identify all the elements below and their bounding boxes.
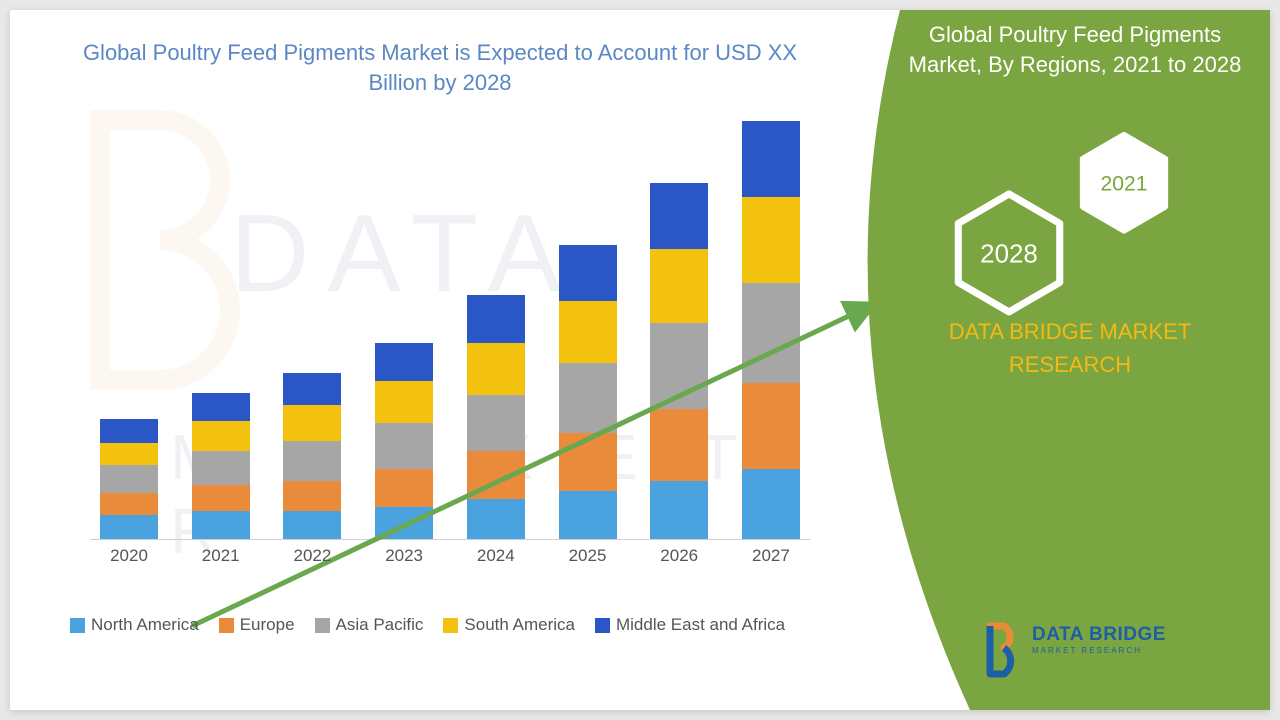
- bar-2020: [100, 419, 158, 539]
- x-label: 2023: [375, 540, 433, 570]
- bar-2021: [192, 393, 250, 539]
- bar-segment: [467, 451, 525, 499]
- legend-label: Europe: [240, 615, 295, 635]
- legend-item: Europe: [219, 615, 295, 635]
- x-label: 2026: [650, 540, 708, 570]
- legend-item: North America: [70, 615, 199, 635]
- right-panel-title: Global Poultry Feed Pigments Market, By …: [900, 20, 1250, 79]
- bar-segment: [650, 249, 708, 323]
- bar-segment: [375, 381, 433, 423]
- hexagon-2021: 2021: [1076, 130, 1172, 236]
- bar-segment: [742, 383, 800, 469]
- x-label: 2021: [192, 540, 250, 570]
- legend-swatch: [315, 618, 330, 633]
- x-label: 2024: [467, 540, 525, 570]
- bar-segment: [742, 283, 800, 383]
- bar-segment: [650, 323, 708, 409]
- legend-swatch: [219, 618, 234, 633]
- bar-2022: [283, 373, 341, 539]
- legend-item: South America: [443, 615, 575, 635]
- bar-segment: [467, 395, 525, 451]
- bar-2025: [559, 245, 617, 539]
- legend-swatch: [595, 618, 610, 633]
- bar-segment: [742, 197, 800, 283]
- legend-label: North America: [91, 615, 199, 635]
- bar-segment: [100, 465, 158, 493]
- bar-segment: [742, 121, 800, 197]
- svg-text:2021: 2021: [1101, 172, 1148, 195]
- bar-segment: [467, 343, 525, 395]
- x-axis: 2020 2021 2022 2023 2024 2025 2026 2027: [90, 540, 810, 570]
- x-label: 2027: [742, 540, 800, 570]
- bar-2026: [650, 183, 708, 539]
- bar-segment: [283, 405, 341, 441]
- bar-segment: [375, 469, 433, 507]
- legend-label: Middle East and Africa: [616, 615, 785, 635]
- bar-segment: [559, 491, 617, 539]
- bar-segment: [100, 515, 158, 539]
- bar-segment: [559, 363, 617, 433]
- bar-segment: [467, 499, 525, 539]
- legend-swatch: [70, 618, 85, 633]
- chart-title: Global Poultry Feed Pigments Market is E…: [70, 38, 810, 97]
- bar-2027: [742, 121, 800, 539]
- chart-area: 2020 2021 2022 2023 2024 2025 2026 2027: [90, 150, 810, 570]
- legend-item: Middle East and Africa: [595, 615, 785, 635]
- bar-segment: [559, 301, 617, 363]
- bar-segment: [742, 469, 800, 539]
- bar-segment: [283, 373, 341, 405]
- bar-2023: [375, 343, 433, 539]
- brand-text: DATA BRIDGE MARKET RESEARCH: [900, 315, 1240, 381]
- bar-2024: [467, 295, 525, 539]
- x-label: 2022: [283, 540, 341, 570]
- bar-segment: [100, 443, 158, 465]
- bar-segment: [375, 507, 433, 539]
- brand-logo-icon: [980, 620, 1030, 680]
- legend-label: South America: [464, 615, 575, 635]
- chart-plot: [90, 150, 810, 540]
- bar-segment: [283, 441, 341, 481]
- brand-logo-sub: MARKET RESEARCH: [1032, 646, 1142, 655]
- bar-segment: [650, 183, 708, 249]
- brand-logo-main: DATA BRIDGE: [1032, 624, 1166, 646]
- bar-segment: [375, 423, 433, 469]
- legend: North America Europe Asia Pacific South Ame…: [70, 615, 830, 635]
- bar-segment: [375, 343, 433, 381]
- bar-segment: [283, 481, 341, 511]
- bar-segment: [467, 295, 525, 343]
- bar-segment: [650, 481, 708, 539]
- brand-logo: DATA BRIDGE MARKET RESEARCH: [980, 616, 1200, 686]
- bar-segment: [192, 421, 250, 451]
- right-panel: Global Poultry Feed Pigments Market, By …: [840, 10, 1270, 710]
- legend-item: Asia Pacific: [315, 615, 424, 635]
- canvas: DATA M A R K E T R Global Poultry Feed P…: [10, 10, 1270, 710]
- legend-label: Asia Pacific: [336, 615, 424, 635]
- bar-segment: [192, 451, 250, 485]
- x-label: 2025: [559, 540, 617, 570]
- bar-segment: [559, 245, 617, 301]
- bar-segment: [192, 485, 250, 511]
- bar-segment: [192, 511, 250, 539]
- bar-segment: [650, 409, 708, 481]
- bar-segment: [100, 493, 158, 515]
- bars-container: [90, 150, 810, 539]
- bar-segment: [559, 433, 617, 491]
- hexagon-group: 2028 2021: [950, 130, 1210, 320]
- bar-segment: [283, 511, 341, 539]
- legend-swatch: [443, 618, 458, 633]
- bar-segment: [192, 393, 250, 421]
- x-label: 2020: [100, 540, 158, 570]
- hexagon-2028: 2028: [950, 188, 1068, 318]
- svg-text:2028: 2028: [980, 240, 1038, 268]
- bar-segment: [100, 419, 158, 443]
